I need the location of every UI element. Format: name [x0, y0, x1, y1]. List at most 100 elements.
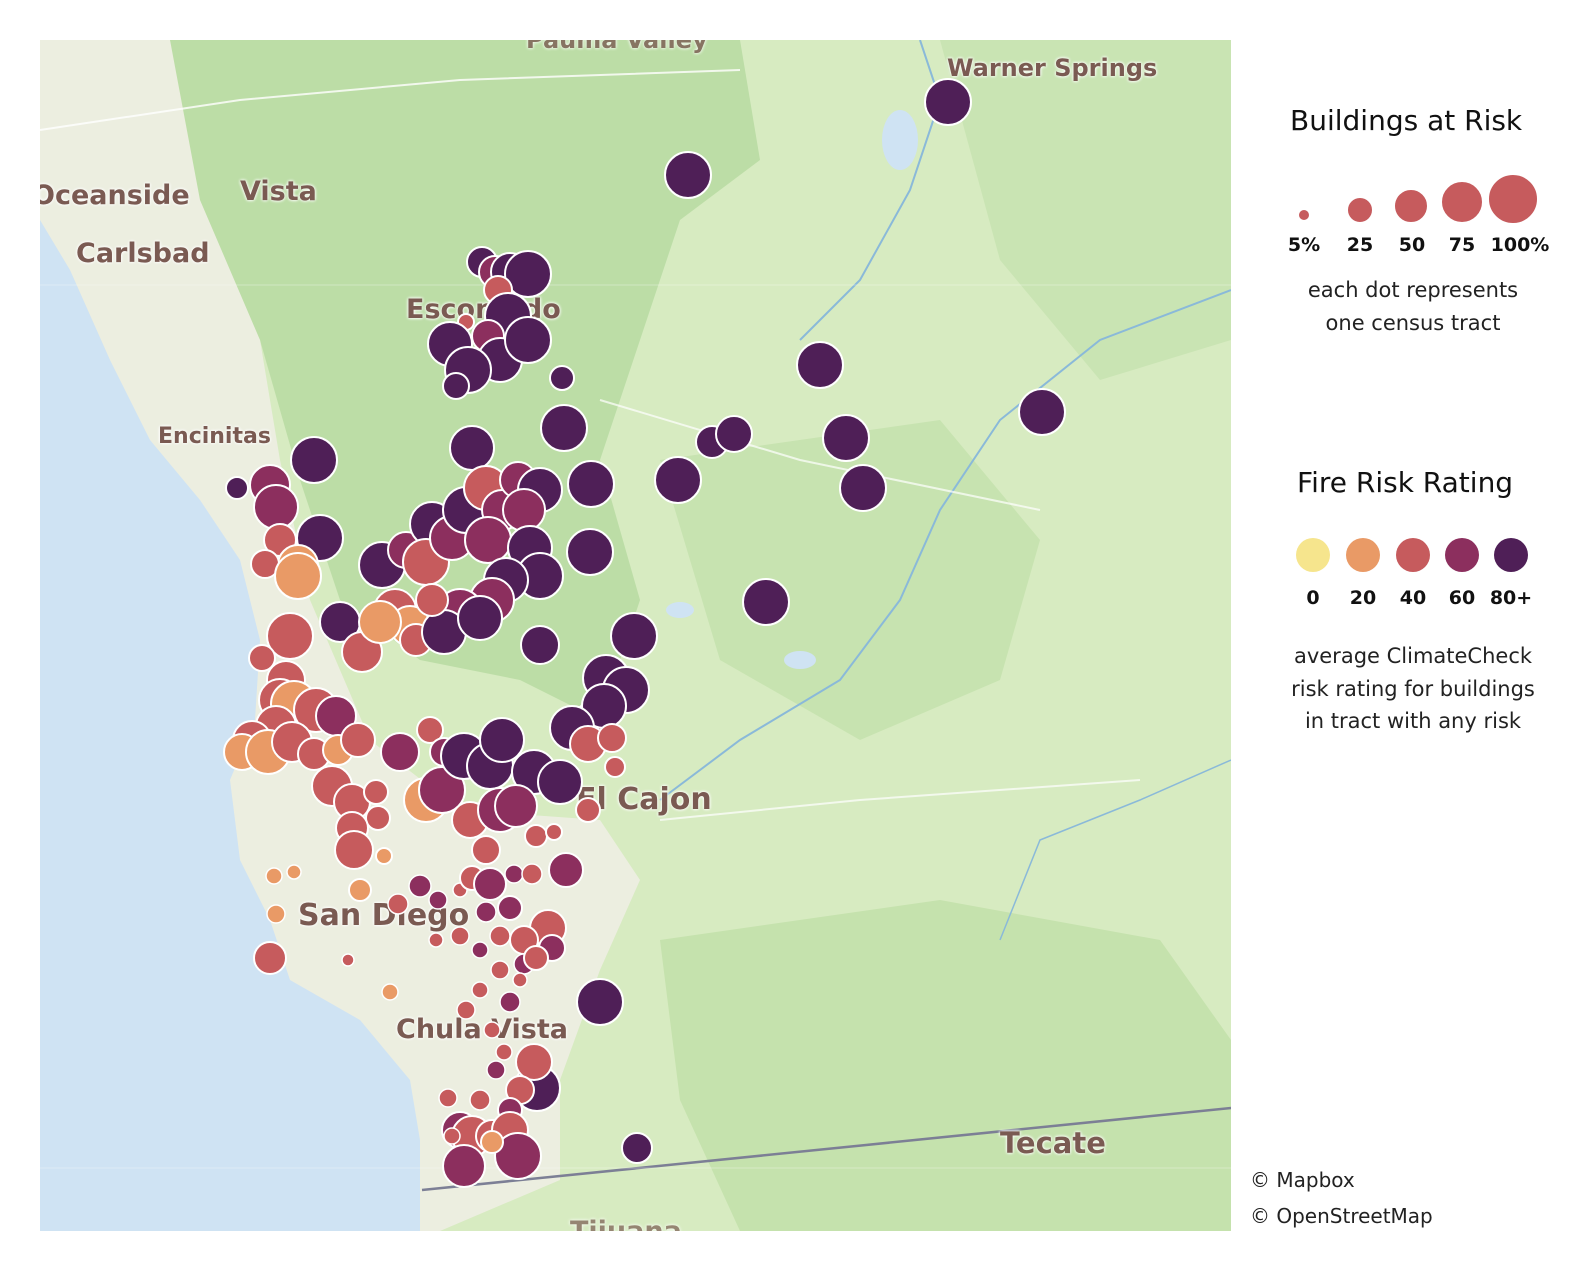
forest-area	[660, 420, 1040, 740]
tract-dot	[479, 717, 525, 763]
legend-size-dot-25	[1346, 196, 1374, 224]
tract-dot	[340, 722, 376, 758]
legend-color-dot-40	[1396, 538, 1430, 572]
tract-dot	[515, 1043, 553, 1081]
tract-dot	[471, 941, 489, 959]
tract-dot	[520, 625, 560, 665]
tract-dot	[456, 1000, 476, 1020]
tract-dot	[266, 904, 286, 924]
legend-color-dot-20	[1346, 538, 1380, 572]
tract-dot	[438, 1088, 458, 1108]
legend-size-dot-50	[1393, 188, 1429, 224]
tract-dot	[457, 595, 503, 641]
tract-dot	[248, 644, 276, 672]
legend-size-dot-75	[1440, 180, 1484, 224]
attribution-mapbox[interactable]: © Mapbox	[1250, 1168, 1355, 1192]
legend-color-label: 40	[1399, 587, 1427, 609]
legend-size-dot-100	[1487, 173, 1539, 225]
tract-dot	[499, 991, 521, 1013]
legend-size-label: 50	[1398, 234, 1426, 256]
tract-dot	[380, 732, 420, 772]
tract-dot	[464, 516, 512, 564]
river	[659, 289, 1231, 801]
tract-dot	[575, 797, 601, 823]
tract-dot	[253, 484, 299, 530]
tract-dot	[545, 823, 563, 841]
road	[40, 69, 741, 131]
legend-color-note: average ClimateCheck risk rating for bui…	[1270, 640, 1556, 738]
tract-dot	[348, 878, 372, 902]
tract-dot	[822, 414, 870, 462]
tract-dot	[387, 893, 409, 915]
legend-size-label: 5%	[1287, 234, 1321, 256]
tract-dot	[621, 1132, 653, 1164]
legend-size-dot-5	[1297, 208, 1311, 222]
tract-dot	[225, 476, 249, 500]
lake	[666, 602, 694, 618]
tract-dot	[475, 901, 497, 923]
legend-size-label: 25	[1346, 234, 1374, 256]
legend-color-dot-80	[1494, 538, 1528, 572]
tract-dot	[524, 824, 548, 848]
border-line	[421, 1106, 1231, 1192]
road	[599, 399, 1041, 511]
lake	[784, 651, 816, 669]
forest-area	[660, 900, 1231, 1231]
place-label-pauma-valley: Pauma Valley	[526, 40, 708, 54]
tract-dot	[549, 365, 575, 391]
tract-dot	[523, 945, 549, 971]
tract-dot	[341, 953, 355, 967]
legend-color-note-line: risk rating for buildings	[1291, 676, 1535, 701]
legend-size-note-line: one census tract	[1325, 310, 1501, 335]
place-label-carlsbad: Carlsbad	[76, 238, 210, 269]
tract-dot	[443, 1127, 461, 1145]
attribution-osm[interactable]: © OpenStreetMap	[1250, 1204, 1433, 1228]
tract-dot	[442, 372, 470, 400]
tract-dot	[415, 583, 449, 617]
tract-dot	[839, 464, 887, 512]
legend-color-label: 0	[1306, 587, 1320, 609]
ocean	[40, 220, 420, 1231]
tract-dot	[490, 960, 510, 980]
place-label-warner-springs: Warner Springs	[947, 54, 1158, 82]
tract-dot	[512, 972, 528, 988]
map[interactable]: Pauma Valley Warner Springs Oceanside Vi…	[40, 40, 1231, 1231]
tract-dot	[471, 835, 501, 865]
tract-dot	[363, 779, 389, 805]
legend-size-note: each dot represents one census tract	[1280, 274, 1546, 339]
legend-size-symbols	[1280, 170, 1570, 230]
tract-dot	[486, 1060, 506, 1080]
tract-dot	[566, 528, 614, 576]
legend-color-dot-60	[1445, 538, 1479, 572]
tract-dot	[416, 716, 444, 744]
tract-dot	[924, 78, 972, 126]
tract-dot	[796, 341, 844, 389]
tract-dot	[365, 805, 391, 831]
tract-dot	[274, 552, 322, 600]
tract-dot	[597, 723, 627, 753]
river	[799, 40, 942, 341]
tract-dot	[428, 890, 448, 910]
legend-size-label: 75	[1448, 234, 1476, 256]
tract-dot	[502, 488, 546, 532]
tract-dot	[504, 316, 552, 364]
tract-dot	[610, 612, 658, 660]
legend-color-label: 80+	[1489, 587, 1533, 609]
tract-dot	[654, 456, 702, 504]
tract-dot	[494, 1132, 542, 1180]
tract-dot	[504, 250, 552, 298]
tract-dot	[469, 1089, 491, 1111]
tract-dot	[290, 436, 338, 484]
place-label-chula-vista: Chula Vista	[396, 1014, 569, 1045]
tract-dot	[381, 983, 399, 1001]
tract-dot	[471, 981, 489, 999]
place-label-tijuana: Tijuana	[570, 1216, 682, 1231]
tract-dot	[408, 874, 432, 898]
tract-dot	[548, 852, 584, 888]
legend-color-label: 60	[1448, 587, 1476, 609]
legend-color-dot-0	[1296, 538, 1330, 572]
legend-color-title: Fire Risk Rating	[1297, 466, 1514, 499]
tract-dot	[449, 425, 495, 471]
tract-dot	[418, 766, 466, 814]
place-label-vista: Vista	[240, 176, 317, 207]
